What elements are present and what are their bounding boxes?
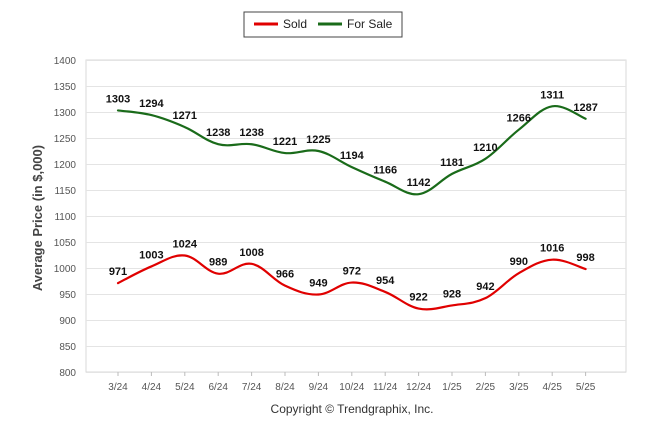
- y-axis-label: Average Price (in $,000): [30, 145, 45, 291]
- x-tick-label-4: 7/24: [242, 382, 262, 393]
- x-tick-label-3: 6/24: [208, 382, 228, 393]
- gridlines: [85, 59, 627, 373]
- data-label-for-sale-3: 1238: [206, 127, 230, 139]
- data-label-for-sale-2: 1271: [173, 110, 197, 122]
- x-tick-label-6: 9/24: [309, 382, 329, 393]
- x-tick-label-8: 11/24: [373, 382, 398, 393]
- series-line-sold: [116, 254, 587, 311]
- data-label-sold-11: 942: [476, 281, 494, 293]
- data-label-for-sale-9: 1142: [407, 177, 431, 189]
- y-tick-label-1250: 1250: [54, 134, 77, 145]
- x-tick-label-14: 5/25: [576, 382, 596, 393]
- y-axis-ticks: 800 850 900 950 1000 1050 1100 1150 1200 1250 1300…: [54, 56, 77, 379]
- data-label-for-sale-14: 1287: [573, 102, 597, 114]
- data-label-sold-4: 1008: [239, 247, 263, 259]
- data-label-for-sale-1: 1294: [139, 98, 164, 110]
- legend-label-sold: Sold: [283, 17, 307, 31]
- y-tick-label-900: 900: [59, 316, 76, 327]
- data-label-sold-8: 954: [376, 275, 395, 287]
- y-tick-label-1200: 1200: [54, 160, 77, 171]
- data-label-sold-10: 928: [443, 288, 461, 300]
- data-label-for-sale-12: 1266: [507, 113, 531, 125]
- x-tick-label-1: 4/24: [142, 382, 162, 393]
- x-axis-ticks: 3/24 4/24 5/24 6/24 7/24 8/24 9/24 10/24 11/24 12…: [108, 372, 596, 393]
- copyright-credit: Copyright © Trendgraphix, Inc.: [271, 402, 434, 416]
- x-tick-label-13: 4/25: [542, 382, 562, 393]
- x-tick-label-0: 3/24: [108, 382, 128, 393]
- x-tick-label-2: 5/24: [175, 382, 195, 393]
- data-label-sold-9: 922: [409, 292, 427, 304]
- y-tick-label-1050: 1050: [54, 238, 77, 249]
- y-tick-label-1400: 1400: [54, 56, 77, 67]
- y-tick-label-800: 800: [59, 368, 76, 379]
- x-tick-label-12: 3/25: [509, 382, 529, 393]
- data-label-for-sale-5: 1221: [273, 136, 297, 148]
- x-tick-label-5: 8/24: [275, 382, 295, 393]
- x-tick-label-7: 10/24: [339, 382, 364, 393]
- y-tick-label-1350: 1350: [54, 82, 77, 93]
- data-label-sold-7: 972: [343, 266, 361, 278]
- data-label-for-sale-8: 1166: [373, 165, 397, 177]
- data-label-for-sale-11: 1210: [473, 142, 497, 154]
- data-labels: 971 1003 1024 989 1008 966 949 972 954 922 928 942 9…: [106, 89, 598, 303]
- series-lines: [116, 105, 587, 311]
- data-label-for-sale-6: 1225: [306, 134, 330, 146]
- data-label-for-sale-0: 1303: [106, 93, 130, 105]
- y-tick-label-850: 850: [59, 342, 76, 353]
- y-tick-label-1100: 1100: [54, 212, 76, 223]
- y-tick-label-950: 950: [59, 290, 76, 301]
- series-line-for-sale: [116, 105, 587, 196]
- x-tick-label-11: 2/25: [476, 382, 496, 393]
- y-tick-label-1150: 1150: [54, 186, 76, 197]
- legend: Sold For Sale: [243, 11, 403, 38]
- data-label-for-sale-10: 1181: [440, 157, 464, 169]
- data-label-sold-12: 990: [510, 256, 528, 268]
- data-label-sold-2: 1024: [173, 239, 198, 251]
- legend-label-for-sale: For Sale: [347, 17, 393, 31]
- data-label-sold-1: 1003: [139, 249, 163, 261]
- y-tick-label-1300: 1300: [54, 108, 77, 119]
- x-tick-label-9: 12/24: [406, 382, 431, 393]
- data-label-sold-0: 971: [109, 266, 127, 278]
- data-label-sold-3: 989: [209, 257, 227, 269]
- data-label-for-sale-13: 1311: [540, 89, 564, 101]
- data-label-for-sale-4: 1238: [239, 127, 263, 139]
- data-label-sold-14: 998: [576, 252, 594, 264]
- x-tick-label-10: 1/25: [442, 382, 462, 393]
- data-label-sold-5: 966: [276, 269, 294, 281]
- data-label-sold-6: 949: [309, 278, 327, 290]
- y-tick-label-1000: 1000: [54, 264, 77, 275]
- data-label-for-sale-7: 1194: [340, 150, 365, 162]
- data-label-sold-13: 1016: [540, 243, 564, 255]
